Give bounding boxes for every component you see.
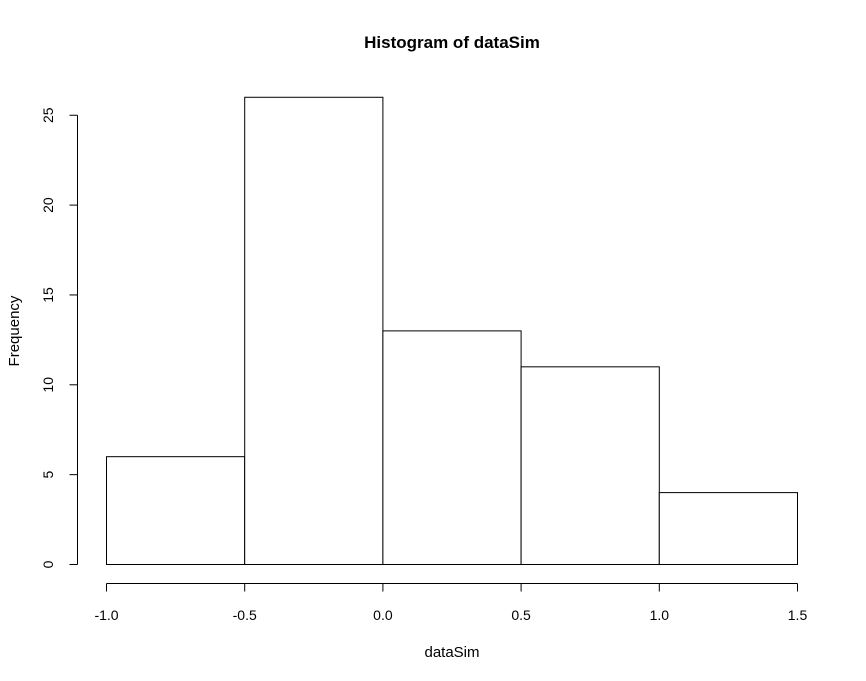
bars bbox=[106, 96, 798, 566]
y-tick-label: 0 bbox=[40, 560, 56, 568]
y-tick-label: 10 bbox=[40, 377, 56, 393]
y-tick-label: 15 bbox=[40, 287, 56, 303]
y-tick-label: 20 bbox=[40, 197, 56, 213]
y-axis: 0 5 10 15 20 25 bbox=[40, 107, 78, 568]
x-tick-label: 1.5 bbox=[788, 607, 808, 623]
x-tick-label: -1.0 bbox=[94, 607, 118, 623]
y-tick-label: 25 bbox=[40, 107, 56, 123]
histogram-bar bbox=[658, 492, 798, 565]
y-axis-label: Frequency bbox=[6, 295, 23, 366]
x-axis-label: dataSim bbox=[424, 644, 479, 661]
histogram-bar bbox=[244, 96, 384, 565]
x-tick-label: -0.5 bbox=[233, 607, 257, 623]
histogram-bar bbox=[382, 330, 522, 566]
histogram-bar bbox=[520, 366, 660, 565]
chart-title: Histogram of dataSim bbox=[364, 33, 540, 52]
x-tick-label: 0.5 bbox=[511, 607, 531, 623]
x-tick-label: 1.0 bbox=[650, 607, 670, 623]
y-tick-label: 5 bbox=[40, 471, 56, 479]
histogram-bar bbox=[106, 456, 246, 565]
x-axis: -1.0 -0.5 0.0 0.5 1.0 1.5 bbox=[94, 583, 808, 623]
x-tick-label: 0.0 bbox=[373, 607, 393, 623]
